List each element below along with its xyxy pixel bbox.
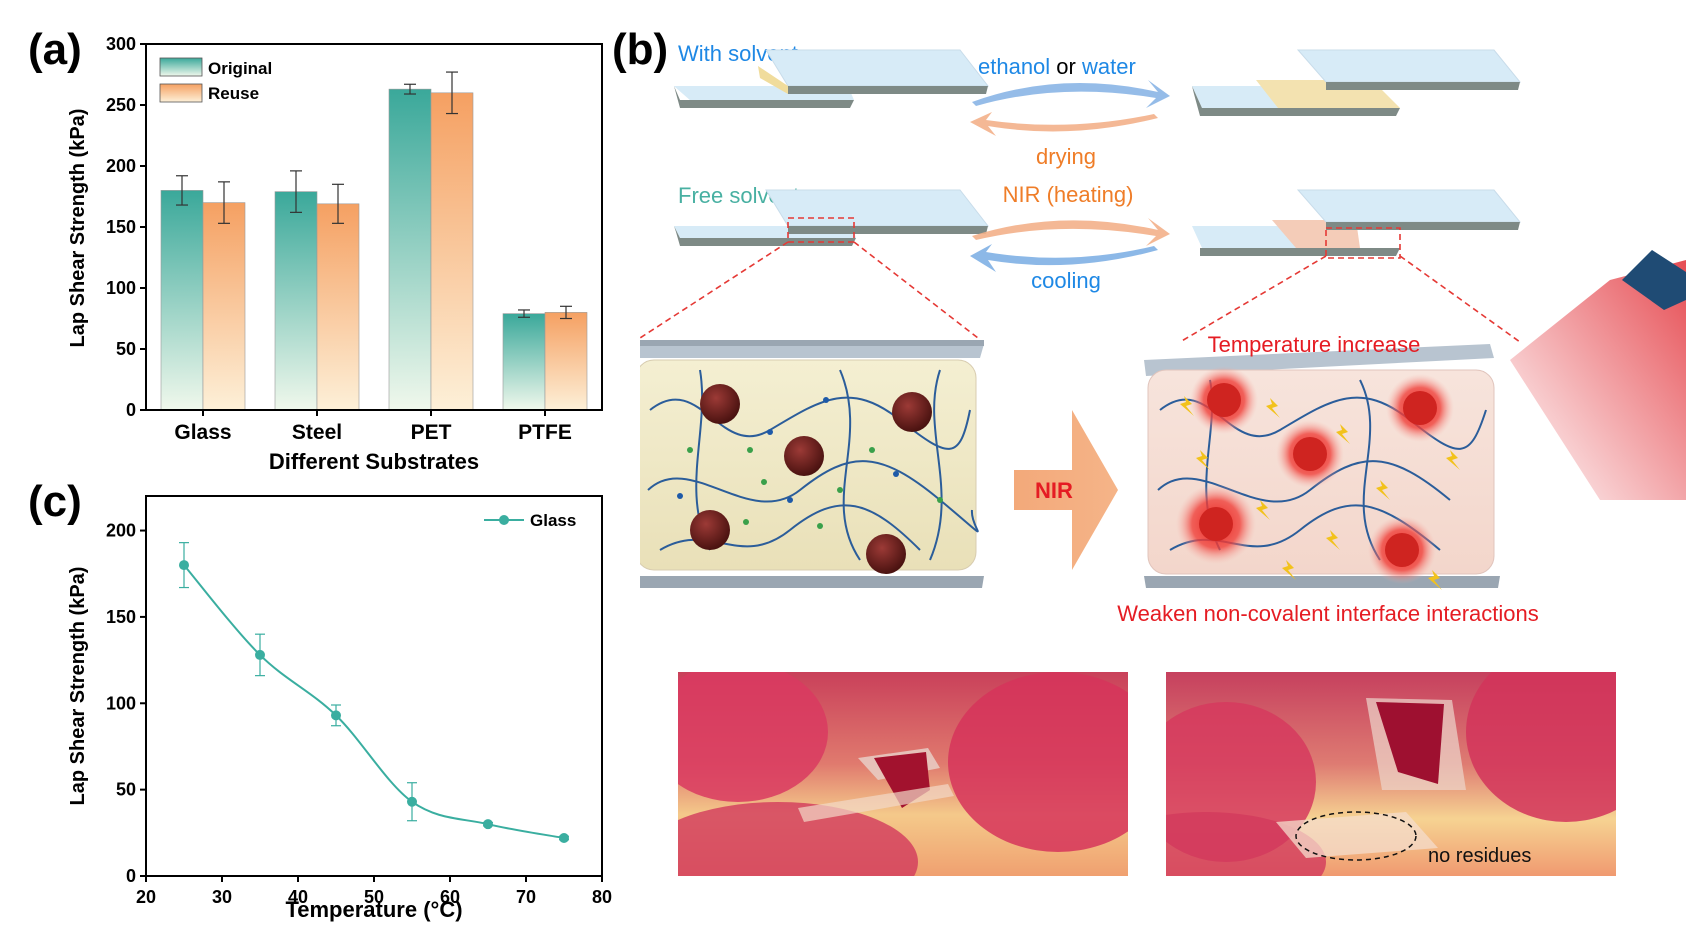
arrow-ethanol-water [972, 80, 1170, 108]
legend-label-glass: Glass [530, 511, 576, 530]
data-point [483, 819, 493, 830]
arrow-nir-heating [972, 218, 1170, 246]
x-tick-label: Steel [292, 421, 342, 444]
hydrogel-left [640, 340, 984, 588]
x-axis-label: Different Substrates [269, 449, 479, 474]
y-tick-label: 150 [106, 217, 136, 237]
bar-reuse-ptfe [544, 312, 588, 411]
arrow-cooling [970, 244, 1158, 272]
substrate-pair-3 [674, 189, 990, 246]
tick-group: 20 30 40 50 60 70 80 0 50 100 150 200 [106, 521, 612, 907]
y-tick-label: 100 [106, 278, 136, 298]
residue-circle [1295, 811, 1417, 861]
x-axis-label: Temperature (°C) [285, 897, 462, 922]
svg-text:ethanol or water: ethanol or water [978, 54, 1136, 79]
legend-label-original: Original [208, 59, 272, 78]
y-axis-label: Lap Shear Strength (kPa) [67, 567, 89, 806]
arrow-drying [970, 112, 1158, 136]
legend-swatch-original [159, 57, 203, 77]
data-point [179, 560, 189, 571]
data-point [331, 710, 341, 721]
label-no-residues: no residues [1428, 845, 1531, 867]
label-nir: NIR [1035, 478, 1073, 503]
substrate-pair-2 [1192, 49, 1522, 116]
label-water: water [1081, 54, 1136, 79]
x-tick-label: PTFE [518, 421, 572, 444]
data-point [407, 796, 417, 807]
label-ethanol: ethanol [978, 54, 1050, 79]
y-tick-label: 50 [116, 780, 136, 800]
nir-arrow [1014, 410, 1118, 570]
bar-original-ptfe [502, 313, 546, 411]
bar-original-steel [274, 191, 318, 411]
legend: Original Reuse [159, 57, 272, 103]
x-tick-label: Glass [174, 421, 231, 444]
x-tick-label: 60 [440, 887, 460, 907]
bar-original-glass [160, 190, 204, 411]
nir-lamp-icon [1622, 250, 1686, 310]
label-drying: drying [1036, 144, 1096, 169]
substrate-pair-1 [674, 49, 990, 108]
x-tick-label: PET [411, 421, 452, 444]
label-weaken-interactions: Weaken non-covalent interface interactio… [1117, 601, 1539, 626]
panel-label-b: (b) [612, 25, 669, 74]
label-nir-heating: NIR (heating) [1003, 182, 1134, 207]
x-tick-label: 40 [288, 887, 308, 907]
y-axis-label: Lap Shear Strength (kPa) [67, 109, 89, 348]
y-tick-label: 200 [106, 521, 136, 541]
nir-beam [1510, 260, 1686, 500]
tick-group: Glass Steel PET PTFE 0 50 100 150 200 250 300 [106, 34, 572, 444]
y-tick-label: 250 [106, 95, 136, 115]
legend: Glass [484, 511, 576, 530]
zoom-box-right [1325, 227, 1401, 259]
x-tick-label: 30 [212, 887, 232, 907]
y-tick-label: 100 [106, 693, 136, 713]
bar-reuse-glass [202, 202, 246, 411]
x-tick-label: 70 [516, 887, 536, 907]
series-group [179, 542, 569, 843]
panel-label-c: (c) [28, 477, 82, 526]
hydrogel-right [1144, 344, 1500, 590]
bar-chart-substrates: Glass Steel PET PTFE 0 50 100 150 200 250 300 Lap … [67, 34, 603, 474]
line-chart-temperature: 20 30 40 50 60 70 80 0 50 100 150 200 Lap Shear Str… [67, 495, 612, 922]
bars-group [160, 71, 588, 411]
data-point [255, 649, 265, 660]
label-temperature-increase: Temperature increase [1208, 332, 1421, 357]
x-tick-label: 80 [592, 887, 612, 907]
bar-original-pet [388, 88, 432, 411]
legend-label-reuse: Reuse [208, 84, 259, 103]
y-tick-label: 150 [106, 607, 136, 627]
data-point [559, 833, 569, 843]
x-tick-label: 20 [136, 887, 156, 907]
y-tick-label: 0 [126, 400, 136, 420]
legend-swatch-reuse [159, 83, 203, 103]
y-tick-label: 50 [116, 339, 136, 359]
x-tick-label: 50 [364, 887, 384, 907]
photo-debonded-glass: no residues [1166, 672, 1616, 876]
panel-label-a: (a) [28, 25, 82, 74]
bar-reuse-pet [430, 92, 474, 411]
bar-reuse-steel [316, 203, 360, 411]
y-tick-label: 200 [106, 156, 136, 176]
label-or: or [1050, 54, 1082, 79]
series-line-glass [183, 564, 565, 839]
y-tick-label: 300 [106, 34, 136, 54]
photo-adhered-glass [678, 672, 1128, 876]
substrate-pair-4 [1192, 189, 1522, 259]
zoom-box-left [787, 217, 855, 243]
label-cooling: cooling [1031, 268, 1101, 293]
adhesion-schematic: With solvent ethanol or water drying Fre… [640, 41, 1686, 626]
plot-frame [145, 495, 603, 877]
y-tick-label: 0 [126, 866, 136, 886]
